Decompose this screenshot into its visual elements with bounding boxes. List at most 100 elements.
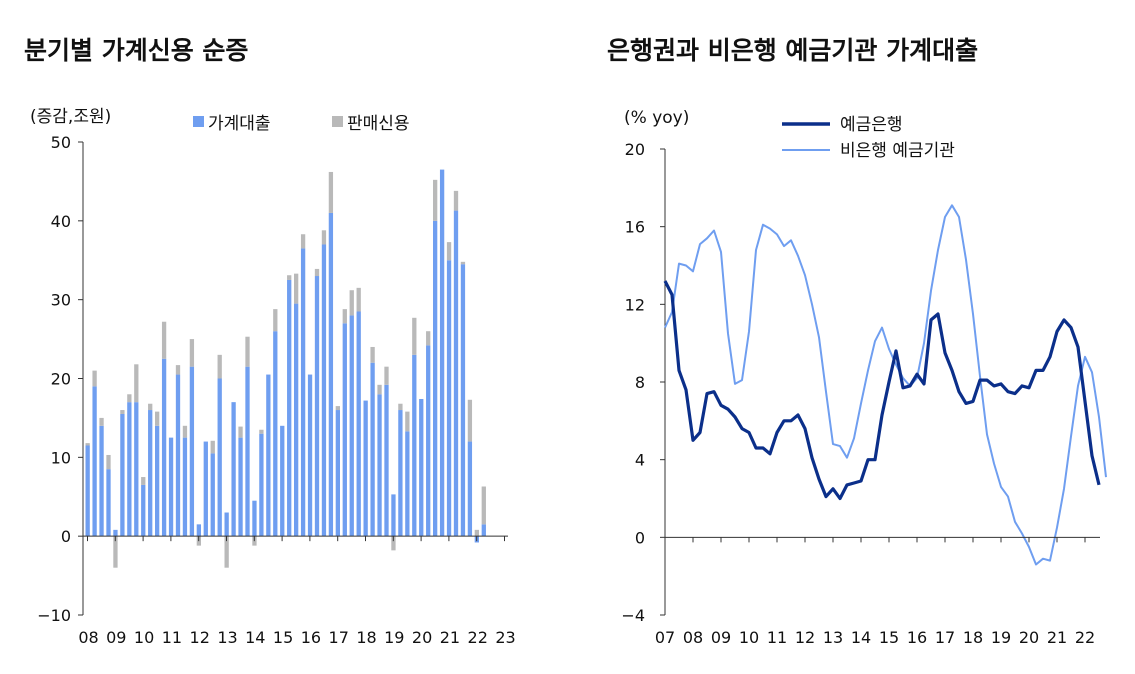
- left-bars: [85, 169, 486, 568]
- right-lines: [663, 204, 1107, 566]
- bar-sales-credit: [391, 536, 396, 551]
- left-x-tick-label: 15: [273, 628, 293, 647]
- bar-sales-credit: [377, 384, 382, 395]
- left-y-tick-label: 10: [51, 448, 71, 467]
- right-y-tick-label: 16: [625, 218, 645, 237]
- bar-sales-credit: [273, 309, 278, 332]
- right-x-tick-label: 19: [991, 628, 1011, 647]
- bar-sales-credit: [148, 403, 153, 411]
- right-y-tick-label: 12: [625, 295, 645, 314]
- bar-sales-credit: [245, 336, 250, 367]
- bar-household-loans: [467, 441, 473, 537]
- left-x-tick-label: 18: [356, 628, 376, 647]
- bar-sales-credit: [120, 410, 125, 414]
- bar-sales-credit: [92, 370, 97, 387]
- right-x-tick-label: 07: [655, 628, 675, 647]
- left-x-tick-label: 10: [134, 628, 154, 647]
- bar-household-loans: [245, 366, 250, 537]
- right-chart-title: 은행권과 비은행 예금기관 가계대출: [607, 36, 978, 65]
- bar-household-loans: [300, 248, 306, 537]
- left-y-tick-label: 20: [51, 370, 71, 389]
- left-x-tick-label: 13: [217, 628, 237, 647]
- left-x-tick-label: 12: [190, 628, 210, 647]
- left-y-tick-label: −10: [37, 606, 71, 625]
- bar-sales-credit: [238, 426, 243, 438]
- left-y-tick-label: 50: [51, 133, 71, 152]
- bar-household-loans: [356, 311, 361, 537]
- bar-sales-credit: [210, 440, 215, 454]
- bar-household-loans: [363, 400, 368, 537]
- bar-sales-credit: [224, 536, 229, 568]
- bar-sales-credit: [356, 287, 361, 312]
- right-y-tick-label: 0: [635, 528, 645, 547]
- right-x-tick-label: 13: [823, 628, 843, 647]
- right-x-tick-label: 11: [767, 628, 787, 647]
- bar-sales-credit: [446, 242, 452, 261]
- right-y-tick-label: 4: [635, 451, 645, 470]
- bar-sales-credit: [294, 273, 299, 304]
- bar-sales-credit: [426, 331, 431, 346]
- bar-household-loans: [446, 260, 452, 537]
- bar-household-loans: [189, 366, 195, 537]
- bar-household-loans: [377, 394, 382, 537]
- bar-sales-credit: [85, 443, 90, 446]
- right-x-tick-label: 22: [1075, 628, 1095, 647]
- bar-household-loans: [280, 425, 285, 537]
- bar-sales-credit: [398, 403, 403, 411]
- bar-sales-credit: [335, 406, 340, 411]
- bar-household-loans: [294, 303, 299, 537]
- bar-household-loans: [335, 410, 340, 537]
- bar-sales-credit: [481, 486, 486, 525]
- left-x-tick-label: 16: [301, 628, 321, 647]
- left-unit-label: (증감,조원): [30, 107, 111, 127]
- bar-household-loans: [231, 402, 236, 537]
- bar-sales-credit: [175, 365, 181, 375]
- left-chart: 분기별 가계신용 순증 (증감,조원) 가계대출 판매신용 50 40 30 20 10…: [24, 36, 516, 647]
- right-y-tick-label: −4: [621, 606, 645, 625]
- bar-household-loans: [307, 374, 313, 537]
- right-x-tick-label: 08: [683, 628, 703, 647]
- bar-sales-credit: [287, 275, 292, 280]
- left-x-tick-label: 14: [245, 628, 265, 647]
- bar-household-loans: [314, 276, 320, 537]
- bar-household-loans: [287, 279, 292, 537]
- bar-household-loans: [321, 244, 327, 537]
- bar-sales-credit: [161, 321, 167, 359]
- bar-sales-credit: [113, 536, 118, 568]
- right-x-tick-label: 09: [711, 628, 731, 647]
- bar-household-loans: [92, 386, 97, 537]
- bar-sales-credit: [106, 454, 111, 470]
- bar-sales-credit: [433, 179, 438, 221]
- right-x-axis: 07 08 09 10 11 12 13 14 15 16 17 18 19 20 21 22: [655, 536, 1100, 647]
- bar-household-loans: [127, 402, 132, 537]
- bar-household-loans: [252, 500, 257, 537]
- bar-household-loans: [85, 445, 90, 537]
- bar-household-loans: [328, 212, 334, 537]
- bar-sales-credit: [134, 364, 139, 403]
- legend-label-deposit-banks: 예금은행: [840, 115, 903, 135]
- bar-sales-credit: [467, 399, 473, 442]
- left-y-tick-label: 30: [51, 291, 71, 310]
- bar-sales-credit: [342, 309, 347, 324]
- bar-sales-credit: [141, 477, 146, 485]
- bar-sales-credit: [453, 190, 459, 211]
- bar-sales-credit: [155, 411, 160, 426]
- right-x-tick-label: 10: [739, 628, 759, 647]
- bar-household-loans: [349, 315, 354, 537]
- legend-label-household-loans: 가계대출: [208, 114, 271, 134]
- left-y-axis: 50 40 30 20 10 0 −10: [37, 133, 84, 625]
- legend-label-sales-credit: 판매신용: [347, 114, 410, 134]
- line-deposit-banks: [663, 280, 1101, 501]
- right-chart: 은행권과 비은행 예금기관 가계대출 (% yoy) 예금은행 비은행 예금기관…: [607, 36, 1107, 647]
- right-unit-label: (% yoy): [624, 108, 689, 128]
- bar-household-loans: [120, 413, 125, 537]
- bar-household-loans: [419, 398, 424, 537]
- bar-household-loans: [203, 441, 208, 537]
- right-legend: 예금은행 비은행 예금기관: [782, 115, 955, 161]
- bar-sales-credit: [321, 230, 327, 245]
- bar-household-loans: [439, 169, 445, 537]
- left-x-tick-label: 23: [495, 628, 515, 647]
- bar-household-loans: [391, 494, 396, 537]
- right-x-tick-label: 15: [879, 628, 899, 647]
